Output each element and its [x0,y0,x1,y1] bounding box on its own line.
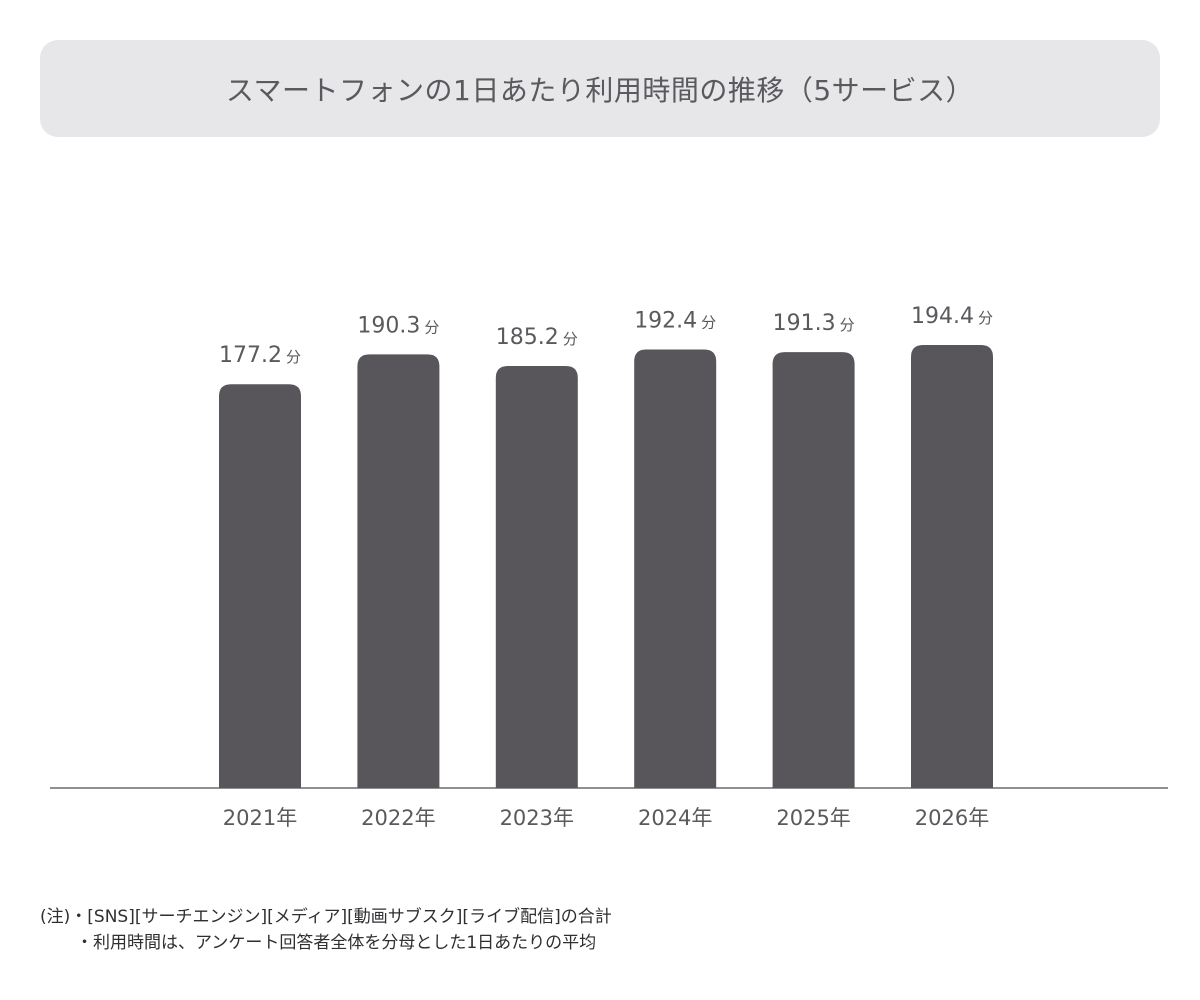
category-label: 2021年 [223,806,297,830]
bar-2026年 [911,345,993,788]
category-label: 2025年 [776,806,850,830]
category-label: 2023年 [500,806,574,830]
category-label: 2022年 [361,806,435,830]
value-label: 192.4 分 [634,309,716,334]
bar-2022年 [357,354,440,788]
bar-2021年 [219,384,301,788]
value-label: 191.3 分 [773,311,855,336]
footnotes: (注)・[SNS][サーチエンジン][メディア][動画サブスク][ライブ配信]の… [40,904,612,956]
bar-2023年 [495,365,578,788]
footnote-line-1: (注)・[SNS][サーチエンジン][メディア][動画サブスク][ライブ配信]の… [40,907,612,927]
bar-2024年 [634,349,717,788]
bar-2025年 [772,352,855,788]
title-bar: スマートフォンの1日あたり利用時間の推移（5サービス） [40,40,1160,137]
category-label: 2024年 [638,806,712,830]
value-label: 190.3 分 [357,313,439,338]
footnote-line-2: ・利用時間は、アンケート回答者全体を分母とした1日あたりの平均 [76,933,597,953]
value-label: 194.4 分 [911,304,993,329]
category-label: 2026年 [915,806,989,830]
value-label: 177.2 分 [219,343,301,368]
chart-title: スマートフォンの1日あたり利用時間の推移（5サービス） [225,73,975,107]
value-label: 185.2 分 [496,325,578,350]
